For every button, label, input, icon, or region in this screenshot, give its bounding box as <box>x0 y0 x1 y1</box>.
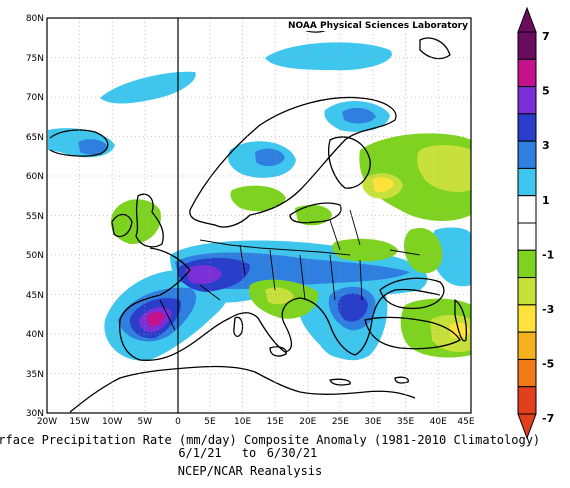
lon-label: 0 <box>175 417 181 427</box>
colorbar-segment <box>517 167 537 197</box>
border-lines <box>159 209 421 331</box>
lon-label: 15W <box>69 417 89 427</box>
lon-label: 45E <box>457 417 474 427</box>
colorbar: 7 5 3 1 -1 -3 -5 -7 <box>517 6 554 440</box>
lat-label: 65N <box>26 133 44 143</box>
dry-anomaly-russia-south <box>404 228 443 274</box>
colorbar-segment <box>517 31 537 60</box>
caption-date-start: 6/1/21 <box>178 446 221 460</box>
lon-label: 25E <box>332 417 349 427</box>
credit-box <box>289 18 471 31</box>
dry-anomaly-uk-ireland <box>110 199 161 245</box>
colorbar-label: -7 <box>542 412 554 425</box>
lon-label: 15E <box>267 417 284 427</box>
dry-anomaly-scandinavia-south <box>230 185 286 212</box>
wet-anomaly-balkans-deep <box>337 293 368 322</box>
colorbar-label: -3 <box>542 303 554 316</box>
colorbar-segment <box>517 58 537 88</box>
coastline-scandinavia <box>189 96 397 228</box>
lon-label: 20E <box>299 417 316 427</box>
lon-label: 30E <box>364 417 381 427</box>
coastlines <box>49 19 468 413</box>
colorbar-segment <box>517 358 537 388</box>
wet-anomaly-scandinavia-core <box>255 148 285 167</box>
wet-anomaly-finland-core <box>342 107 376 124</box>
coastline-sicily <box>269 346 287 357</box>
wet-anomaly-barents <box>265 42 392 71</box>
novaya-zemlya <box>419 37 451 60</box>
longitude-labels: 20W 15W 10W 5W 0 5E 10E 15E 20E 25E 30E … <box>37 417 475 427</box>
coastline-ireland <box>111 213 133 238</box>
lat-label: 35N <box>26 370 44 380</box>
caption: Surface Precipitation Rate (mm/day) Comp… <box>0 433 540 478</box>
caption-date-to: to <box>242 446 256 460</box>
colorbar-segment <box>517 86 537 115</box>
coastline-britain <box>135 193 164 248</box>
lat-label: 30N <box>26 409 44 419</box>
lat-label: 80N <box>26 14 44 24</box>
dry-anomaly-russia-core <box>417 145 471 192</box>
coastline-cyprus <box>394 376 409 384</box>
latitude-labels: 80N 75N 70N 65N 60N 55N 50N 45N 40N 35N … <box>26 14 44 419</box>
coastline-turkey <box>364 316 461 350</box>
colorbar-segment <box>517 195 537 224</box>
coastline-europe-west <box>119 247 441 361</box>
lat-label: 75N <box>26 54 44 64</box>
coastline-baltic <box>289 202 342 224</box>
wet-anomaly-iceland-core <box>78 139 108 155</box>
grid <box>47 18 471 413</box>
dry-anomaly-italy-core <box>265 287 294 305</box>
caption-title: Surface Precipitation Rate (mm/day) Comp… <box>0 433 540 447</box>
wet-anomaly-norwegian-sea <box>100 71 196 104</box>
plot-frame <box>46 17 472 414</box>
colorbar-label: -5 <box>542 358 554 371</box>
lon-label: 10E <box>234 417 251 427</box>
coastline-crete <box>329 378 351 386</box>
wet-anomaly-greece <box>316 328 366 359</box>
colorbar-segment <box>517 304 537 333</box>
wet-anomaly-russia-east <box>431 227 471 287</box>
credit-text: NOAA Physical Sciences Laboratory <box>288 21 468 31</box>
lat-label: 60N <box>26 172 44 182</box>
wet-anomaly-france-purple <box>185 265 222 284</box>
colorbar-label: 7 <box>542 30 550 43</box>
colorbar-segment <box>517 331 537 360</box>
lon-label: 35E <box>397 417 414 427</box>
colorbar-segment <box>517 249 537 279</box>
lat-label: 55N <box>26 212 44 222</box>
colorbar-segment <box>517 140 537 169</box>
colorbar-label: 1 <box>542 194 550 207</box>
colorbar-segment <box>517 222 537 251</box>
coastline-corsica-sardinia <box>233 316 244 337</box>
lat-label: 70N <box>26 93 44 103</box>
colorbar-label: 3 <box>542 139 550 152</box>
caption-source: NCEP/NCAR Reanalysis <box>178 464 323 478</box>
colorbar-segment <box>517 386 537 415</box>
lon-label: 40E <box>430 417 447 427</box>
coastline-iceland <box>49 129 109 157</box>
lon-label: 10W <box>102 417 122 427</box>
lat-label: 45N <box>26 291 44 301</box>
dry-anomaly-poland <box>295 204 332 226</box>
lat-label: 40N <box>26 330 44 340</box>
coastline-finland <box>328 136 371 189</box>
dry-anomaly-ukraine <box>332 238 398 262</box>
wet-anomaly-iberia-max <box>146 311 165 327</box>
colorbar-segment <box>517 113 537 142</box>
colorbar-label: 5 <box>542 85 550 98</box>
coastline-north-africa <box>69 365 416 413</box>
colorbar-top-arrow <box>517 6 537 33</box>
dry-anomaly-baltic-max <box>372 177 394 192</box>
caption-date-end: 6/30/21 <box>267 446 318 460</box>
anomaly-shading <box>48 42 471 361</box>
coastline-black-sea <box>379 277 445 310</box>
colorbar-label: -1 <box>542 248 554 261</box>
colorbar-segment <box>517 277 537 306</box>
lat-label: 50N <box>26 251 44 261</box>
lon-label: 20W <box>37 417 57 427</box>
lon-label: 5E <box>204 417 216 427</box>
coastline-caspian <box>454 299 468 342</box>
lon-label: 5W <box>137 417 152 427</box>
